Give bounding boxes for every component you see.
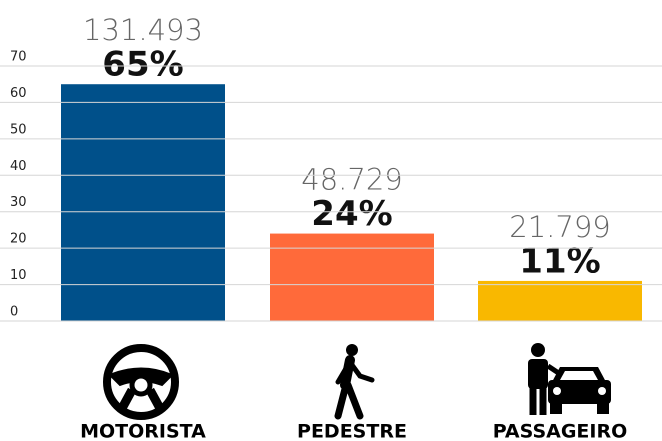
y-tick-label: 60 [10,86,27,101]
passenger-icon [528,343,611,415]
total-label: 48.729 [301,163,402,197]
y-tick-label: 30 [10,195,27,210]
pedestrian-icon [334,344,375,420]
bar [270,233,434,321]
steering-wheel-icon [103,344,179,420]
value-label: 65% [102,45,183,85]
y-tick-label: 70 [10,50,27,65]
total-label: 131.493 [83,13,203,47]
bar [478,280,642,321]
y-tick-label: 20 [10,232,27,247]
y-tick-label: 40 [10,159,27,174]
category-label: PASSAGEIRO [493,421,628,441]
y-tick-label: 10 [10,268,27,283]
category-label: PEDESTRE [297,421,407,441]
bar [61,84,225,321]
value-label: 24% [311,194,392,234]
y-tick-label: 50 [10,122,27,137]
y-tick-label: 0 [10,305,18,320]
value-label: 11% [519,241,600,281]
category-label: MOTORISTA [80,421,206,441]
total-label: 21.799 [509,210,610,244]
